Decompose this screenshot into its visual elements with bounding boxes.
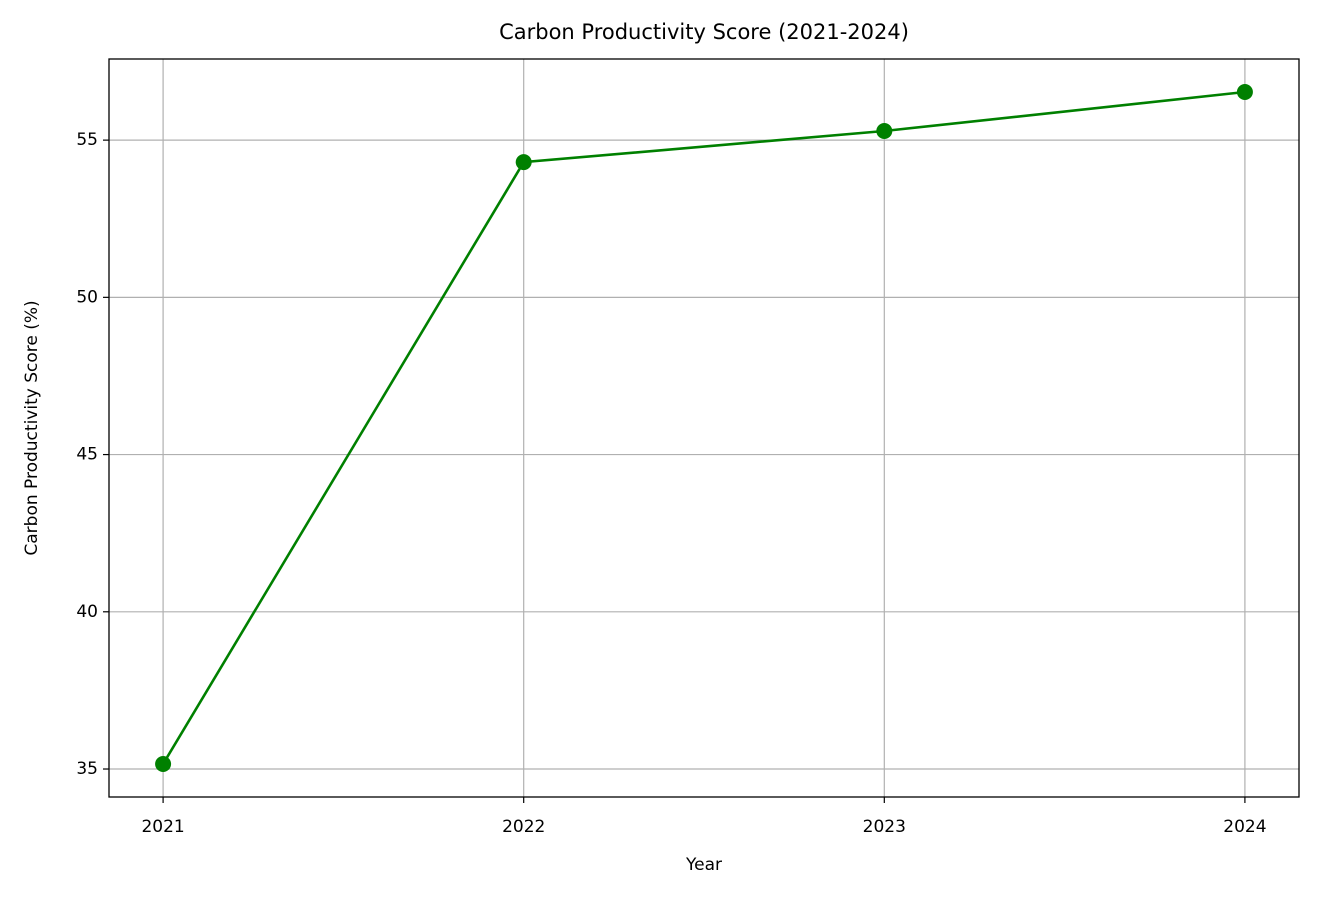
data-point bbox=[155, 755, 172, 772]
x-tick-label: 2022 bbox=[502, 817, 545, 837]
y-tick-label: 55 bbox=[76, 130, 98, 150]
x-tick-label: 2024 bbox=[1223, 817, 1266, 837]
chart-title: Carbon Productivity Score (2021-2024) bbox=[499, 20, 909, 44]
y-axis-label: Carbon Productivity Score (%) bbox=[22, 300, 42, 555]
x-tick-label: 2021 bbox=[141, 817, 184, 837]
plot-frame bbox=[108, 58, 1300, 798]
data-point bbox=[515, 154, 532, 171]
data-line bbox=[161, 90, 1246, 765]
x-axis-label: Year bbox=[685, 855, 722, 875]
y-tick-label: 40 bbox=[76, 602, 98, 622]
y-tick-label: 35 bbox=[76, 759, 98, 779]
y-tick-label: 50 bbox=[76, 287, 98, 307]
data-point bbox=[876, 123, 893, 140]
y-tick-label: 45 bbox=[76, 445, 98, 465]
data-point bbox=[1236, 84, 1253, 101]
x-tick-label: 2023 bbox=[863, 817, 906, 837]
